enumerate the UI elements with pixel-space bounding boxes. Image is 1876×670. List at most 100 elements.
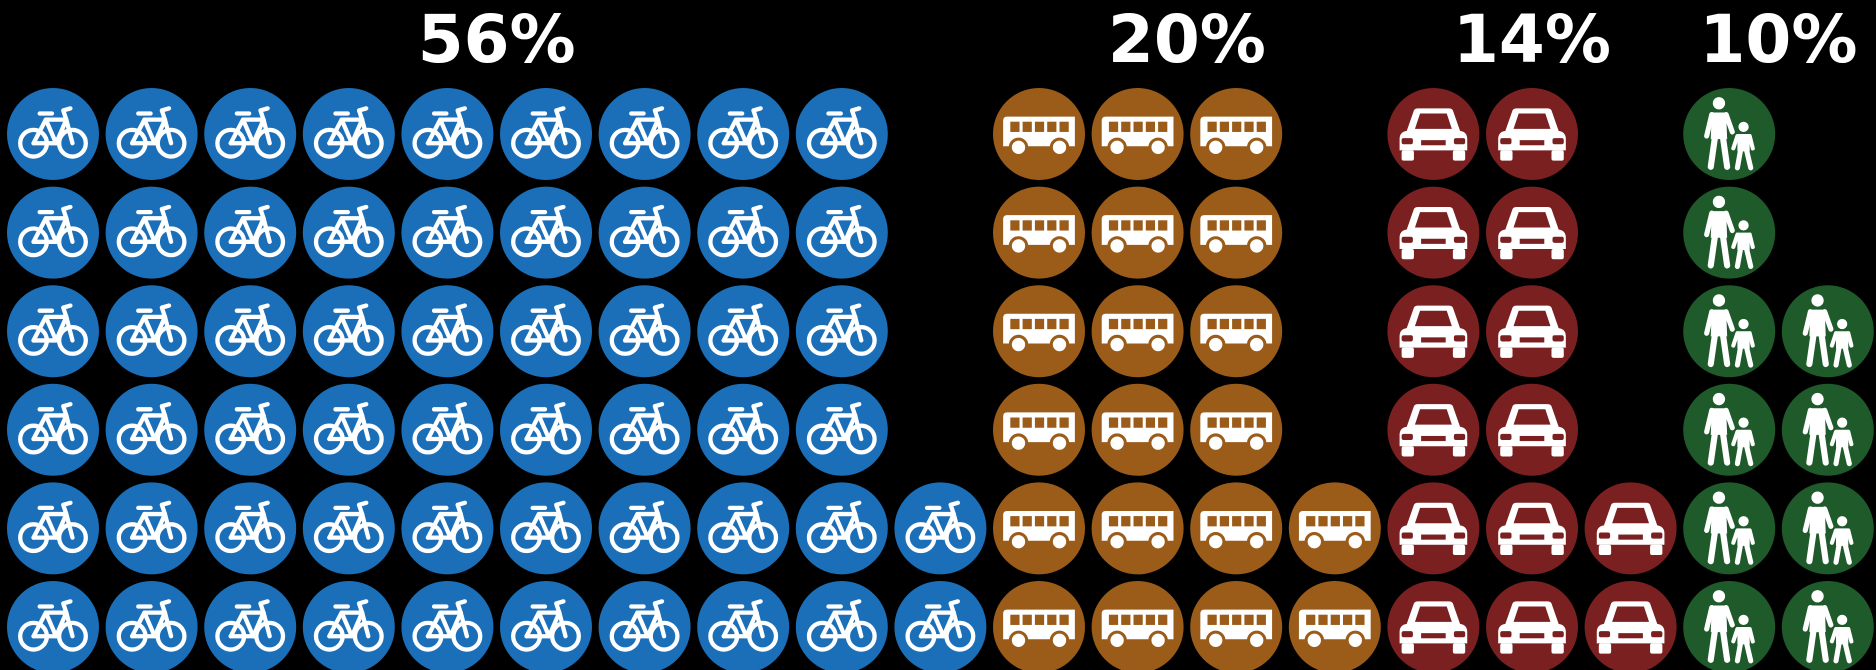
bike-icon-mark [7, 383, 99, 476]
bus-percentage-label: 20% [1108, 1, 1266, 78]
walk-circle [1683, 88, 1776, 180]
car-icon-mark [1387, 88, 1480, 180]
car-icon-mark [1387, 581, 1480, 670]
bike-icon-mark [302, 581, 395, 670]
bike-icon-mark [795, 285, 888, 378]
walk-circle [1683, 581, 1776, 670]
bike-icon-mark [204, 88, 297, 180]
bike-icon-mark [7, 482, 99, 575]
walk-icon-mark [1683, 285, 1776, 378]
bike-icon-mark [302, 482, 395, 575]
bike-icon-mark [795, 186, 888, 279]
bike-icon-mark [105, 482, 198, 575]
walk-icon-mark [1683, 186, 1776, 279]
bike-icon-mark [500, 581, 592, 670]
bus-icon-mark [1091, 581, 1184, 670]
bike-percentage-label: 56% [418, 1, 576, 78]
walk-icon-mark [1683, 581, 1776, 670]
walk-circle [1683, 482, 1776, 575]
car-icon-mark [1486, 88, 1578, 180]
bike-icon-mark [894, 482, 987, 575]
bus-icon-mark [993, 88, 1085, 180]
walk-icon-mark [1781, 581, 1874, 670]
walk-icon-mark [1781, 482, 1874, 575]
icon-grid [7, 88, 1874, 670]
car-icon-mark [1486, 383, 1578, 476]
bike-icon-mark [7, 285, 99, 378]
walk-icon-mark [1781, 285, 1874, 378]
bike-icon-mark [302, 186, 395, 279]
bike-icon-mark [204, 285, 297, 378]
car-icon-mark [1584, 581, 1677, 670]
bus-icon-mark [1190, 88, 1283, 180]
bike-icon-mark [105, 383, 198, 476]
bike-icon-mark [401, 383, 494, 476]
bike-icon-mark [500, 186, 592, 279]
car-percentage-label: 14% [1453, 1, 1611, 78]
bike-icon-mark [401, 581, 494, 670]
bike-icon-mark [697, 285, 790, 378]
walk-percentage-label: 10% [1700, 1, 1858, 78]
bus-icon-mark [1091, 285, 1184, 378]
bike-icon-mark [7, 581, 99, 670]
car-icon-mark [1486, 482, 1578, 575]
bike-icon-mark [697, 581, 790, 670]
walk-circle [1781, 285, 1874, 378]
walk-circle [1683, 383, 1776, 476]
bike-icon-mark [795, 581, 888, 670]
bike-icon-mark [697, 186, 790, 279]
bus-icon-mark [993, 285, 1085, 378]
bus-icon-mark [993, 186, 1085, 279]
bike-icon-mark [697, 383, 790, 476]
bike-icon-mark [598, 186, 691, 279]
bus-icon-mark [1190, 482, 1283, 575]
bike-icon-mark [500, 285, 592, 378]
walk-icon-mark [1683, 482, 1776, 575]
bike-icon-mark [500, 88, 592, 180]
car-icon-mark [1486, 581, 1578, 670]
walk-circle [1683, 186, 1776, 279]
car-icon-mark [1486, 186, 1578, 279]
bike-icon-mark [795, 383, 888, 476]
bike-icon-mark [598, 383, 691, 476]
bike-icon-mark [7, 186, 99, 279]
bike-icon-mark [204, 186, 297, 279]
bike-icon-mark [401, 88, 494, 180]
bike-icon-mark [105, 285, 198, 378]
bus-icon-mark [1288, 581, 1381, 670]
bike-icon-mark [105, 186, 198, 279]
bike-icon-mark [204, 482, 297, 575]
bike-icon-mark [7, 88, 99, 180]
car-icon-mark [1387, 186, 1480, 279]
bike-icon-mark [204, 383, 297, 476]
bike-icon-mark [598, 88, 691, 180]
bus-icon-mark [1091, 88, 1184, 180]
bike-icon-mark [894, 581, 987, 670]
walk-icon-mark [1683, 88, 1776, 180]
bike-icon-mark [795, 482, 888, 575]
bike-icon-mark [598, 482, 691, 575]
bike-icon-mark [302, 383, 395, 476]
walk-circle [1683, 285, 1776, 378]
bike-icon-mark [401, 285, 494, 378]
bus-icon-mark [993, 581, 1085, 670]
bike-icon-mark [105, 88, 198, 180]
bus-icon-mark [993, 383, 1085, 476]
bike-icon-mark [204, 581, 297, 670]
car-icon-mark [1387, 482, 1480, 575]
bus-icon-mark [1190, 383, 1283, 476]
walk-icon-mark [1781, 383, 1874, 476]
walk-icon-mark [1683, 383, 1776, 476]
bus-icon-mark [1288, 482, 1381, 575]
bike-icon-mark [598, 581, 691, 670]
car-icon-mark [1584, 482, 1677, 575]
bus-icon-mark [1091, 383, 1184, 476]
walk-circle [1781, 383, 1874, 476]
walk-circle [1781, 482, 1874, 575]
bike-icon-mark [401, 186, 494, 279]
bus-icon-mark [993, 482, 1085, 575]
bike-icon-mark [697, 88, 790, 180]
bike-icon-mark [598, 285, 691, 378]
bike-icon-mark [697, 482, 790, 575]
